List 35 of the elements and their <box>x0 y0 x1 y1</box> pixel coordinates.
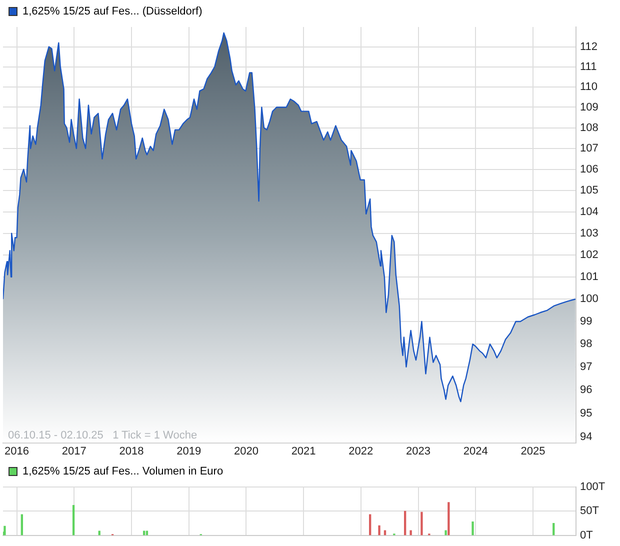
y-tick-label: 99 <box>580 316 592 328</box>
y-tick-label: 103 <box>580 227 598 240</box>
legend-label: 1,625% 15/25 auf Fes... (Düsseldorf) <box>22 6 202 18</box>
y-tick-label: 102 <box>580 249 598 262</box>
y-tick-label: 0T <box>580 529 594 542</box>
y-tick-label: 96 <box>580 384 592 396</box>
x-tick-label: 2019 <box>176 445 202 458</box>
y-tick-label: 112 <box>580 40 598 53</box>
y-tick-label: 100T <box>580 481 606 494</box>
y-tick-label: 108 <box>580 122 598 134</box>
x-tick-label: 2024 <box>463 445 488 458</box>
y-tick-label: 95 <box>580 407 592 420</box>
x-tick-label: 2016 <box>4 445 30 458</box>
y-tick-label: 109 <box>580 101 598 114</box>
y-tick-label: 104 <box>580 206 598 218</box>
y-tick-label: 101 <box>580 270 598 283</box>
y-tick-label: 111 <box>580 60 597 73</box>
x-tick-label: 2025 <box>520 445 546 458</box>
annotation: 06.10.15 - 02.10.25 1 Tick = 1 Woche <box>8 429 198 442</box>
y-tick-label: 98 <box>580 338 592 350</box>
x-tick-label: 2017 <box>62 445 86 458</box>
x-tick-label: 2023 <box>406 445 431 458</box>
y-tick-label: 97 <box>580 360 592 373</box>
y-tick-label: 110 <box>580 80 598 93</box>
y-tick-label: 94 <box>580 430 592 443</box>
y-tick-label: 105 <box>580 184 598 197</box>
x-tick-label: 2018 <box>119 445 144 458</box>
x-tick-label: 2020 <box>234 445 258 458</box>
x-tick-label: 2021 <box>291 445 316 458</box>
y-tick-label: 107 <box>580 142 598 155</box>
y-tick-label: 50T <box>580 505 600 518</box>
x-tick-label: 2022 <box>348 445 374 458</box>
legend-label: 1,625% 15/25 auf Fes... Volumen in Euro <box>22 466 224 478</box>
y-tick-label: 100 <box>580 293 598 306</box>
y-tick-label: 106 <box>580 163 598 176</box>
